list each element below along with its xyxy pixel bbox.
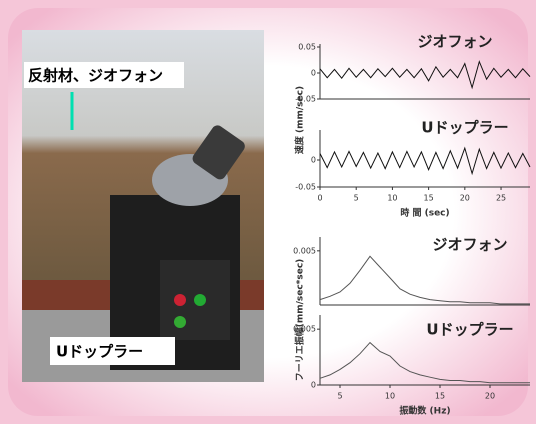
figure: 反射材、ジオフォン Uドップラー 0.050-0.05ジオフォン速度 (mm/s… [0, 0, 536, 424]
y-tick-label: 0.005 [293, 246, 316, 255]
x-tick-label: 0 [317, 194, 322, 203]
connector [174, 316, 186, 328]
chart-title: Uドップラー [421, 119, 508, 137]
photo: 反射材、ジオフォン Uドップラー [22, 30, 264, 382]
connector [174, 294, 186, 306]
x-tick-label: 20 [460, 194, 470, 203]
y-tick-label: 0 [311, 381, 316, 390]
y-tick-label: 0.05 [298, 43, 316, 52]
x-tick-label: 5 [337, 392, 342, 401]
photo-label: 反射材、ジオフォン [28, 67, 163, 85]
x-tick-label: 25 [496, 194, 506, 203]
connector [194, 294, 206, 306]
x-axis-label: 振動数 (Hz) [399, 405, 450, 417]
chart-title: ジオフォン [432, 236, 507, 254]
x-tick-label: 5 [354, 194, 359, 203]
chart-title: Uドップラー [426, 321, 513, 339]
x-tick-label: 10 [387, 194, 397, 203]
chart-title: ジオフォン [417, 33, 492, 51]
y-tick-label: -0.05 [295, 183, 316, 192]
x-tick-label: 20 [485, 392, 495, 401]
x-tick-label: 15 [435, 392, 445, 401]
x-tick-label: 15 [424, 194, 434, 203]
y-axis-label: 速度 (mm/sec) [294, 86, 306, 154]
y-tick-label: 0 [311, 156, 316, 165]
x-tick-label: 10 [385, 392, 395, 401]
x-axis-label: 時 間 (sec) [400, 207, 449, 219]
photo-label: Uドップラー [56, 343, 143, 361]
page: 反射材、ジオフォン Uドップラー 0.050-0.05ジオフォン速度 (mm/s… [0, 0, 536, 424]
y-tick-label: 0.005 [293, 325, 316, 334]
y-axis-label: フーリエ振幅(mm/sec*sec) [294, 259, 306, 382]
y-tick-label: 0 [311, 69, 316, 78]
